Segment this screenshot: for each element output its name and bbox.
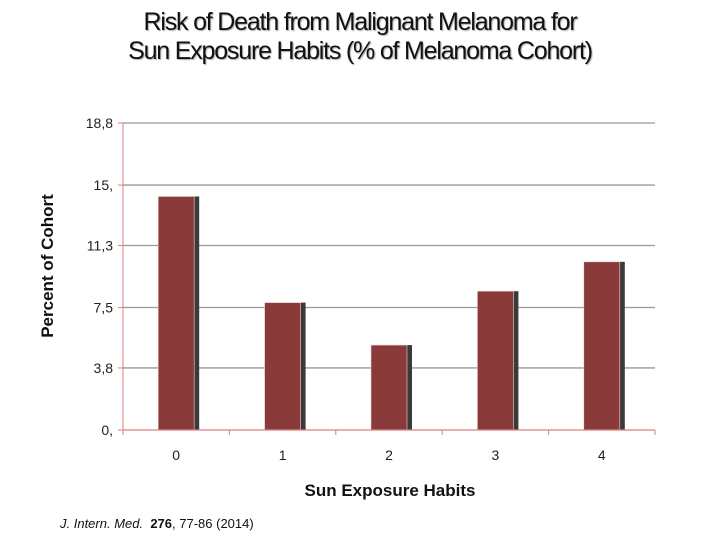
y-tick-label: 0, — [101, 422, 113, 438]
x-tick-label: 3 — [492, 447, 500, 463]
y-axis-label: Percent of Cohort — [38, 194, 57, 338]
bar-shadow — [300, 302, 306, 430]
bar-shadow — [407, 345, 412, 430]
bar — [370, 344, 408, 431]
x-tick-label: 2 — [385, 447, 393, 463]
bar-shadow — [619, 261, 625, 430]
bar — [264, 302, 301, 431]
citation-journal: J. Intern. Med. — [60, 516, 144, 531]
bar — [583, 261, 621, 431]
citation-volume: 276 — [150, 516, 173, 531]
bar — [477, 290, 514, 431]
x-tick-label: 4 — [598, 447, 606, 463]
y-tick-label: 11,3 — [87, 237, 113, 253]
bar-shadow — [194, 196, 200, 430]
citation-pages: , 77-86 (2014) — [172, 516, 254, 531]
y-tick-label: 7,5 — [94, 300, 114, 316]
y-tick-label: 3,8 — [94, 360, 114, 376]
x-axis-label: Sun Exposure Habits — [305, 481, 476, 500]
chart-title: Risk of Death from Malignant Melanoma fo… — [0, 8, 720, 66]
x-tick-label: 0 — [172, 447, 180, 463]
title-line-1: Risk of Death from Malignant Melanoma fo… — [143, 8, 578, 36]
y-tick-label: 15, — [94, 177, 113, 193]
x-tick-label: 1 — [279, 447, 287, 463]
bar-shadow — [513, 291, 519, 430]
y-tick-label: 18,8 — [86, 115, 113, 131]
citation: J. Intern. Med. 276, 77-86 (2014) — [60, 516, 254, 531]
bar — [157, 196, 195, 431]
title-line-2: Sun Exposure Habits (% of Melanoma Cohor… — [128, 37, 593, 65]
